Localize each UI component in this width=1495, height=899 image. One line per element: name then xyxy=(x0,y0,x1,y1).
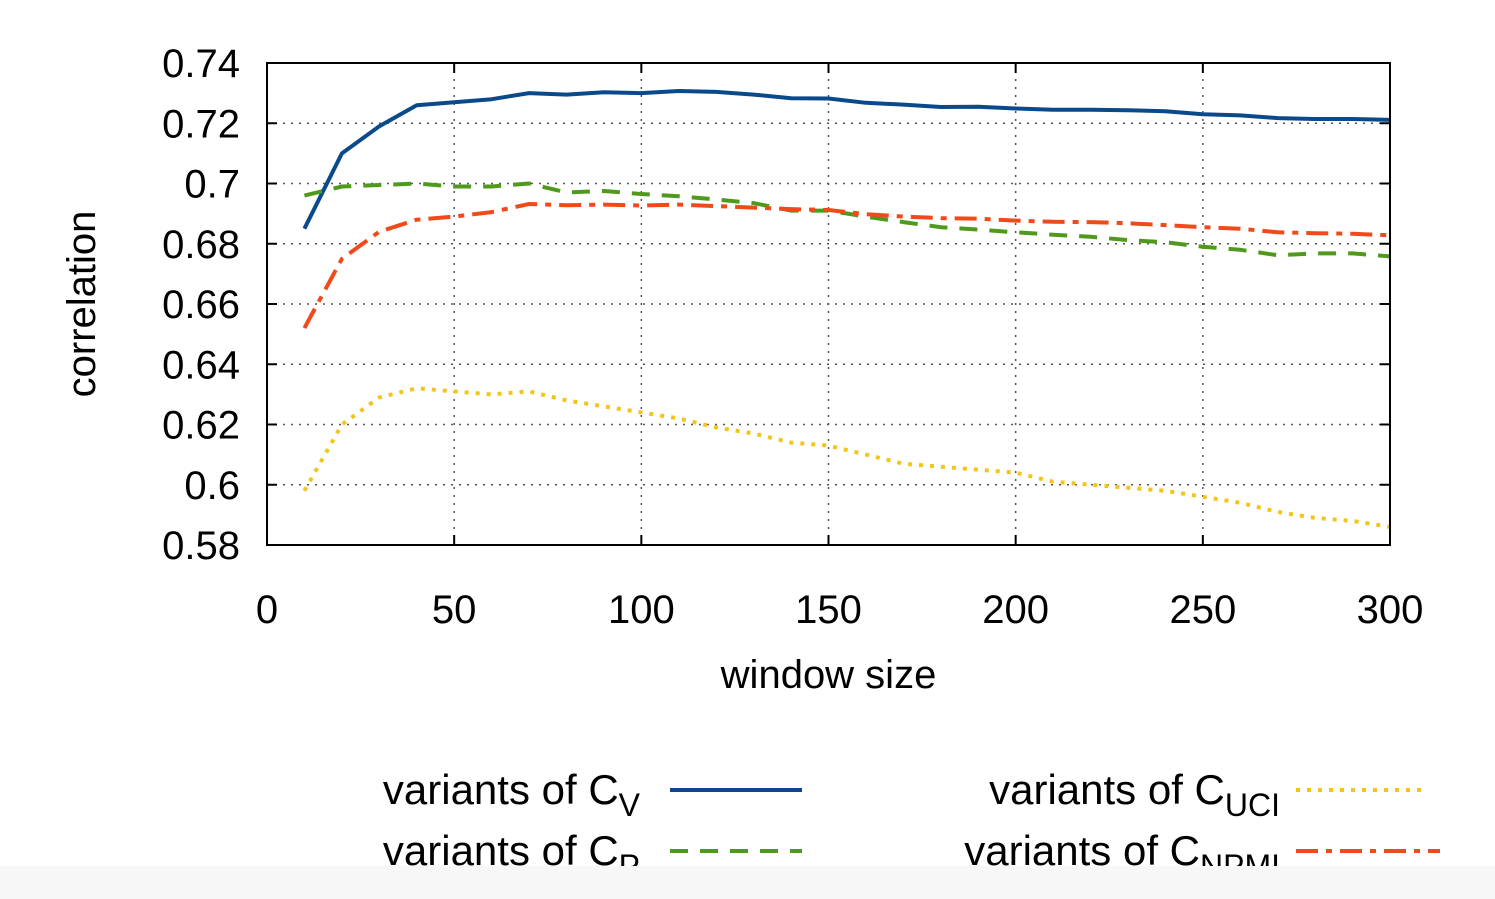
x-tick-label: 200 xyxy=(982,588,1049,632)
y-tick-label: 0.58 xyxy=(162,524,240,568)
x-tick-label: 100 xyxy=(608,588,675,632)
y-tick-label: 0.66 xyxy=(162,283,240,327)
x-tick-label: 150 xyxy=(795,588,862,632)
x-tick-label: 50 xyxy=(432,588,477,632)
legend-label-subscript: V xyxy=(619,787,641,823)
y-tick-label: 0.64 xyxy=(162,343,240,387)
y-axis-label: correlation xyxy=(60,211,104,398)
legend-label-subscript: UCI xyxy=(1225,787,1280,823)
series-line-p xyxy=(303,181,1391,259)
bottom-margin-strip xyxy=(0,866,1495,899)
x-tick-label: 250 xyxy=(1169,588,1236,632)
legend-label-uci: variants of CUCI xyxy=(989,766,1280,823)
axis-ticks xyxy=(266,62,1391,546)
y-tick-label: 0.62 xyxy=(162,404,240,448)
x-tick-labels: 0 50 100 150 200 250 300 xyxy=(256,588,1424,632)
series-line-uci xyxy=(302,386,1391,529)
grid-lines xyxy=(267,63,1390,545)
x-axis-label: window size xyxy=(720,653,937,697)
y-tick-label: 0.72 xyxy=(162,102,240,146)
legend-label-v: variants of CV xyxy=(383,766,641,823)
x-tick-label: 0 xyxy=(256,588,278,632)
series-line-npmi xyxy=(302,202,1391,330)
series-lines xyxy=(302,89,1391,529)
x-tick-label: 300 xyxy=(1357,588,1424,632)
series-line-v xyxy=(302,89,1391,230)
y-tick-label: 0.6 xyxy=(184,464,240,508)
y-tick-label: 0.74 xyxy=(162,42,240,86)
y-tick-label: 0.7 xyxy=(184,163,240,207)
legend-label-main: variants of C xyxy=(383,766,619,813)
y-tick-labels: 0.58 0.6 0.62 0.64 0.66 0.68 0.7 0.72 0.74 xyxy=(162,42,240,568)
legend-label-main: variants of C xyxy=(989,766,1225,813)
y-tick-label: 0.68 xyxy=(162,223,240,267)
